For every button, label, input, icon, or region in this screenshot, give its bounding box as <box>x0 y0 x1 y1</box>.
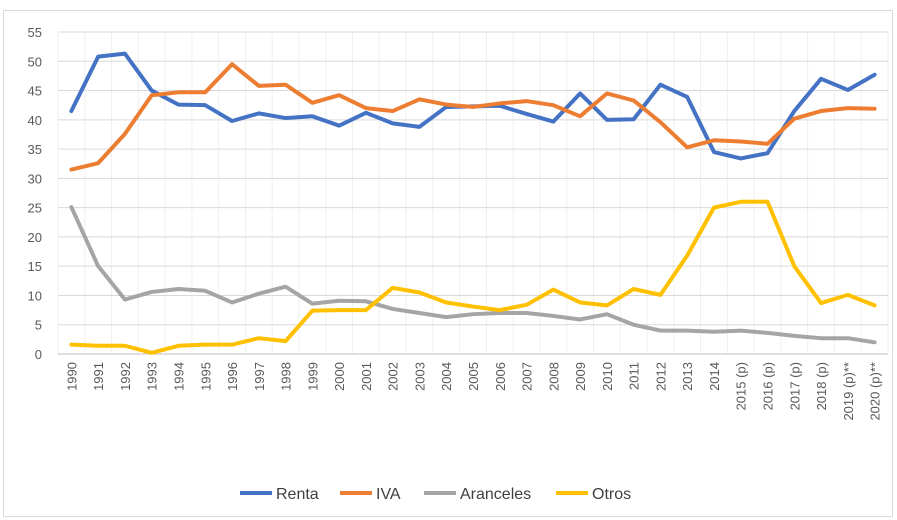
x-tick-label: 2001 <box>359 362 374 391</box>
x-tick-label: 1990 <box>64 362 79 391</box>
series-line <box>69 199 877 355</box>
x-tick-label: 1994 <box>171 362 186 391</box>
x-tick-label: 1995 <box>198 362 213 391</box>
y-tick-label: 40 <box>28 113 42 128</box>
x-tick-label: 2011 <box>627 362 642 390</box>
x-tick-label: 2018 (p) <box>814 362 829 410</box>
x-tick-label: 2007 <box>520 362 535 391</box>
x-tick-label: 1993 <box>145 362 160 391</box>
x-tick-label: 2006 <box>493 362 508 391</box>
x-tick-label: 2003 <box>412 362 427 391</box>
x-tick-label: 2017 (p) <box>787 362 802 410</box>
x-tick-label: 2016 (p) <box>761 362 776 410</box>
x-tick-label: 1997 <box>252 362 267 391</box>
y-tick-label: 25 <box>28 201 42 216</box>
y-tick-label: 30 <box>28 171 42 186</box>
x-tick-label: 2019 (p)** <box>841 362 856 421</box>
y-tick-label: 35 <box>28 142 42 157</box>
chart-border <box>3 10 893 517</box>
legend-label: Renta <box>276 486 319 503</box>
y-tick-label: 5 <box>35 318 42 333</box>
x-tick-label: 2010 <box>600 362 615 391</box>
x-tick-label: 2002 <box>386 362 401 391</box>
x-tick-label: 1996 <box>225 362 240 391</box>
x-tick-label: 2013 <box>680 362 695 391</box>
x-tick-label: 1991 <box>91 362 106 391</box>
x-tick-label: 2009 <box>573 362 588 391</box>
series-line <box>69 62 877 172</box>
legend-label: IVA <box>376 486 401 503</box>
x-tick-label: 2014 <box>707 362 722 391</box>
y-tick-label: 50 <box>28 54 42 69</box>
x-tick-label: 2020 (p)** <box>868 362 883 421</box>
x-tick-label: 2008 <box>546 362 561 391</box>
x-tick-label: 1998 <box>279 362 294 391</box>
legend-label: Aranceles <box>460 486 531 503</box>
x-tick-label: 1992 <box>118 362 133 391</box>
y-tick-label: 55 <box>28 25 42 40</box>
y-tick-label: 0 <box>35 347 42 362</box>
legend-label: Otros <box>592 486 631 503</box>
y-tick-label: 45 <box>28 84 42 99</box>
series-line <box>69 205 877 345</box>
y-tick-label: 15 <box>28 259 42 274</box>
x-tick-label: 2005 <box>466 362 481 391</box>
x-tick-label: 2012 <box>653 362 668 391</box>
y-tick-label: 20 <box>28 230 42 245</box>
y-tick-label: 10 <box>28 288 42 303</box>
x-tick-label: 2000 <box>332 362 347 391</box>
x-tick-label: 2015 (p) <box>734 362 749 410</box>
x-tick-label: 2004 <box>439 362 454 391</box>
x-tick-label: 1999 <box>305 362 320 391</box>
